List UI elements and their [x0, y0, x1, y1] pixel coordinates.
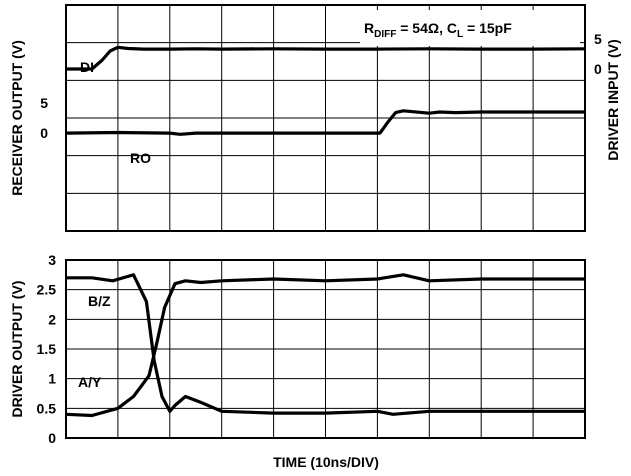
bottom-plot-frame	[65, 259, 586, 439]
bottom-tick-labels: 0 0.5 1 1.5 2 2.5 3	[37, 252, 57, 446]
bottom-series-layer	[65, 273, 585, 418]
top-series-labels: DI RO	[80, 59, 151, 166]
y-tick-label: 1	[48, 371, 56, 387]
series-line-a-y	[65, 273, 585, 418]
top-left-axis-title: RECEIVER OUTPUT (V)	[9, 40, 25, 196]
y-tick-label: 0.5	[37, 400, 57, 416]
series-line-di	[66, 45, 586, 71]
series-label-b-z: B/Z	[88, 293, 111, 309]
series-line-ro	[65, 109, 585, 136]
right-tick-label: 0	[594, 61, 602, 77]
top-plot-frame	[65, 4, 586, 232]
series-label-di: DI	[80, 59, 94, 75]
top-panel: 5 0 5 0 DI RO RDIFF = 54Ω, CL = 15pF RECEIVE…	[9, 4, 621, 232]
annotation-box	[360, 10, 580, 46]
y-tick-label: 0	[48, 430, 56, 446]
bottom-panel: 0 0.5 1 1.5 2 2.5 3 B/Z A/Y DRIVER OUTPUT (V) T…	[9, 252, 586, 470]
test-condition-annotation: RDIFF = 54Ω, CL = 15pF	[364, 20, 512, 40]
bottom-y-axis-title: DRIVER OUTPUT (V)	[9, 281, 25, 418]
x-axis-title: TIME (10ns/DIV)	[273, 454, 379, 470]
left-tick-label: 0	[40, 125, 48, 141]
series-label-a-y: A/Y	[78, 374, 102, 390]
top-series-layer	[65, 45, 586, 136]
bottom-grid	[66, 260, 585, 438]
top-right-axis-title: DRIVER INPUT (V)	[605, 39, 621, 160]
right-tick-label: 5	[594, 31, 602, 47]
y-tick-label: 1.5	[37, 341, 57, 357]
series-label-ro: RO	[130, 150, 151, 166]
y-tick-label: 2.5	[37, 282, 57, 298]
bottom-series-labels: B/Z A/Y	[78, 293, 111, 390]
series-line-b-z	[66, 273, 585, 416]
y-tick-label: 2	[48, 311, 56, 327]
top-tick-labels: 5 0 5 0	[40, 31, 602, 141]
left-tick-label: 5	[40, 95, 48, 111]
y-tick-label: 3	[48, 252, 56, 268]
